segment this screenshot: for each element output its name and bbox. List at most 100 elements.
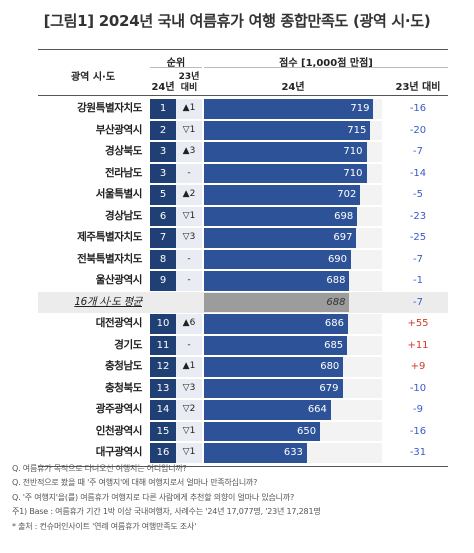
rank-cell: 12: [150, 357, 176, 377]
score-bar: 679: [204, 378, 343, 398]
rank-cell: 7: [150, 228, 176, 248]
score-label: 698: [334, 210, 354, 222]
score-label: 633: [283, 447, 303, 458]
region-label: 대전광역시: [95, 317, 143, 329]
rank-cell: 10: [150, 314, 176, 334]
region-label: 울산광역시: [95, 274, 143, 286]
score-label: 664: [307, 404, 327, 415]
bar-track: 710: [204, 163, 382, 183]
score-bar: 664: [204, 400, 331, 420]
yoy-change: -7: [413, 253, 423, 265]
yoy-change: -7: [413, 146, 423, 157]
chart-title: [그림1] 2024년 국내 여름휴가 여행 종합만족도 (광역 시·도): [43, 12, 431, 30]
yoy-change: -23: [409, 210, 427, 222]
bar-track: 690: [204, 249, 382, 269]
region-row: 전북특별자치도 8- 690 -7: [38, 249, 448, 271]
yoy-change: -16: [409, 425, 427, 437]
region-row: 충청남도 12 ▲1 680 +9: [38, 356, 448, 378]
header-score-group: 점수 [1,000점 만점]: [279, 58, 373, 69]
region-row: 전라남도 3- 710 -14: [38, 163, 448, 185]
rank-change-cell: ▽1: [176, 443, 202, 463]
header-score-vs: 23년 대비: [395, 82, 441, 93]
rank-cell: 15: [150, 421, 176, 441]
header-score-24: 24년: [281, 82, 305, 93]
score-label: 686: [324, 318, 344, 329]
score-bar: 690: [204, 249, 352, 269]
bar-track: 650: [204, 421, 382, 441]
region-label: 제주특별자치도: [77, 231, 142, 243]
rank-cell: 3: [150, 142, 176, 162]
region-row: 서울특별시 5 ▲2 702 -5: [38, 184, 448, 206]
score-label: 688: [326, 275, 346, 286]
bar-track: 633: [204, 443, 382, 463]
region-label: 전라남도: [104, 166, 142, 179]
region-row: 경상북도 3 ▲3 710 -7: [38, 141, 448, 163]
region-row: 광주광역시 14 ▽2 664 -9: [38, 399, 448, 421]
bar-track: 686: [204, 314, 382, 334]
bar-track: 664: [204, 400, 382, 420]
score-bar: 688: [204, 271, 350, 291]
header-rank-24: 24년: [151, 82, 175, 93]
rank-change-cell: ▲1: [176, 99, 202, 119]
score-label: 719: [350, 103, 370, 114]
note-line: Q. 여름휴가 목적으로 다녀오신 여행지는 어디입니까?: [12, 464, 187, 473]
note-line: Q. 전반적으로 봤을 때 '주 여행지'에 대해 여행지로서 얼마나 만족하십…: [12, 478, 258, 488]
rank-cell: 9: [150, 271, 176, 291]
rank-cell: 13: [150, 378, 176, 398]
bar-track: 715: [204, 120, 382, 140]
rank-change-cell: ▽1: [176, 206, 202, 226]
region-row: 인천광역시 15 ▽1 650 -16: [38, 421, 448, 443]
rank-change-cell: ▲1: [176, 357, 202, 377]
region-row: 울산광역시 9- 688 -1: [38, 270, 448, 292]
bar-track: 719: [204, 99, 382, 119]
rank-cell: 2: [150, 120, 176, 140]
score-label: 710: [343, 146, 363, 157]
yoy-change: +9: [410, 361, 426, 372]
yoy-change: -16: [409, 103, 427, 114]
rank-cell: 8: [150, 249, 176, 269]
score-label: 679: [319, 382, 339, 394]
score-bar: 633: [204, 443, 307, 463]
header-rank-group: 순위: [166, 58, 186, 69]
region-label: 경상북도: [104, 145, 142, 157]
rank-change-cell: ▲6: [176, 314, 202, 334]
yoy-change: +11: [407, 339, 429, 351]
score-bar: 650: [204, 421, 321, 441]
rank-change-cell: ▽1: [176, 120, 202, 140]
region-label: 16개 시·도 평균: [74, 295, 142, 308]
score-label: 680: [320, 361, 340, 372]
yoy-change: -9: [413, 404, 423, 415]
rank-cell: 5: [150, 185, 176, 205]
bar-track: 680: [204, 357, 382, 377]
rank-cell: 1: [150, 99, 176, 119]
score-bar: 685: [204, 335, 348, 355]
note-line: * 출처 : 컨슈머인사이트 '연례 여름휴가 여행만족도 조사': [12, 521, 197, 531]
note-line: 주1) Base : 여름휴가 기간 1박 이상 국내여행자, 사례수는 '24…: [12, 507, 321, 517]
score-bar: 686: [204, 314, 348, 334]
header-top-rule: [38, 49, 448, 50]
rank-change-cell: -: [176, 335, 202, 355]
score-bar: 710: [204, 142, 367, 162]
bar-track: 702: [204, 185, 382, 205]
score-label: 697: [333, 232, 353, 243]
region-label: 대구광역시: [95, 446, 143, 458]
header-rank-change-line2: 대비: [180, 83, 198, 93]
score-label: 688: [326, 296, 346, 308]
region-row: 대전광역시 10 ▲6 686 +55: [38, 313, 448, 335]
score-bar: 702: [204, 185, 361, 205]
region-row: 제주특별자치도 7 ▽3 697 -25: [38, 227, 448, 249]
yoy-change: -25: [409, 232, 427, 243]
region-label: 광주광역시: [95, 403, 143, 415]
rank-change-cell: ▲3: [176, 142, 202, 162]
bar-track: 685: [204, 335, 382, 355]
bar-track: 679: [204, 378, 382, 398]
header-rank-rule: [150, 67, 202, 68]
header-score-rule: [204, 67, 448, 68]
average-bar: 688: [204, 292, 350, 312]
score-bar: 697: [204, 228, 357, 248]
rank-cell: 11: [150, 335, 176, 355]
rank-change-cell: ▽3: [176, 228, 202, 248]
region-row: 강원특별자치도 1 ▲1 719 -16: [38, 98, 448, 120]
rank-cell: 16: [150, 443, 176, 463]
rank-change-cell: -: [176, 163, 202, 183]
